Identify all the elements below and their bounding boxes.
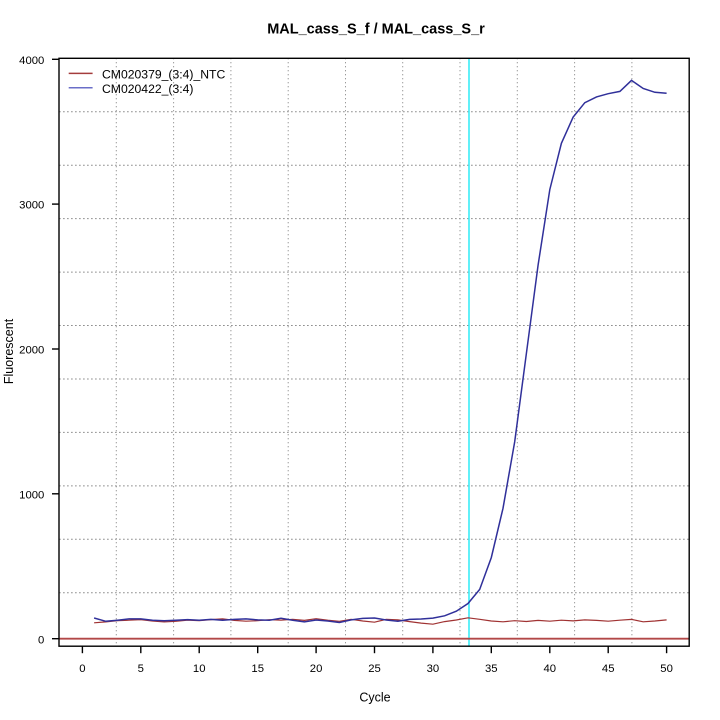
svg-text:3000: 3000 (19, 200, 44, 212)
svg-text:MAL_cass_S_f / MAL_cass_S_r: MAL_cass_S_f / MAL_cass_S_r (267, 22, 485, 38)
svg-text:45: 45 (602, 663, 615, 675)
svg-text:CM020422_(3:4): CM020422_(3:4) (102, 82, 193, 96)
svg-text:25: 25 (368, 663, 381, 675)
svg-text:50: 50 (660, 663, 673, 675)
svg-text:20: 20 (310, 663, 323, 675)
svg-text:1000: 1000 (19, 489, 44, 501)
svg-text:10: 10 (193, 663, 206, 675)
svg-text:30: 30 (427, 663, 440, 675)
svg-text:Cycle: Cycle (359, 691, 390, 705)
svg-text:35: 35 (485, 663, 498, 675)
svg-text:Fluorescent: Fluorescent (2, 318, 16, 384)
svg-text:15: 15 (251, 663, 264, 675)
svg-text:0: 0 (38, 634, 44, 646)
svg-text:5: 5 (138, 663, 144, 675)
svg-text:0: 0 (79, 663, 85, 675)
svg-text:40: 40 (544, 663, 557, 675)
svg-text:4000: 4000 (19, 55, 44, 67)
svg-text:2000: 2000 (19, 345, 44, 357)
svg-text:CM020379_(3:4)_NTC: CM020379_(3:4)_NTC (102, 67, 225, 81)
